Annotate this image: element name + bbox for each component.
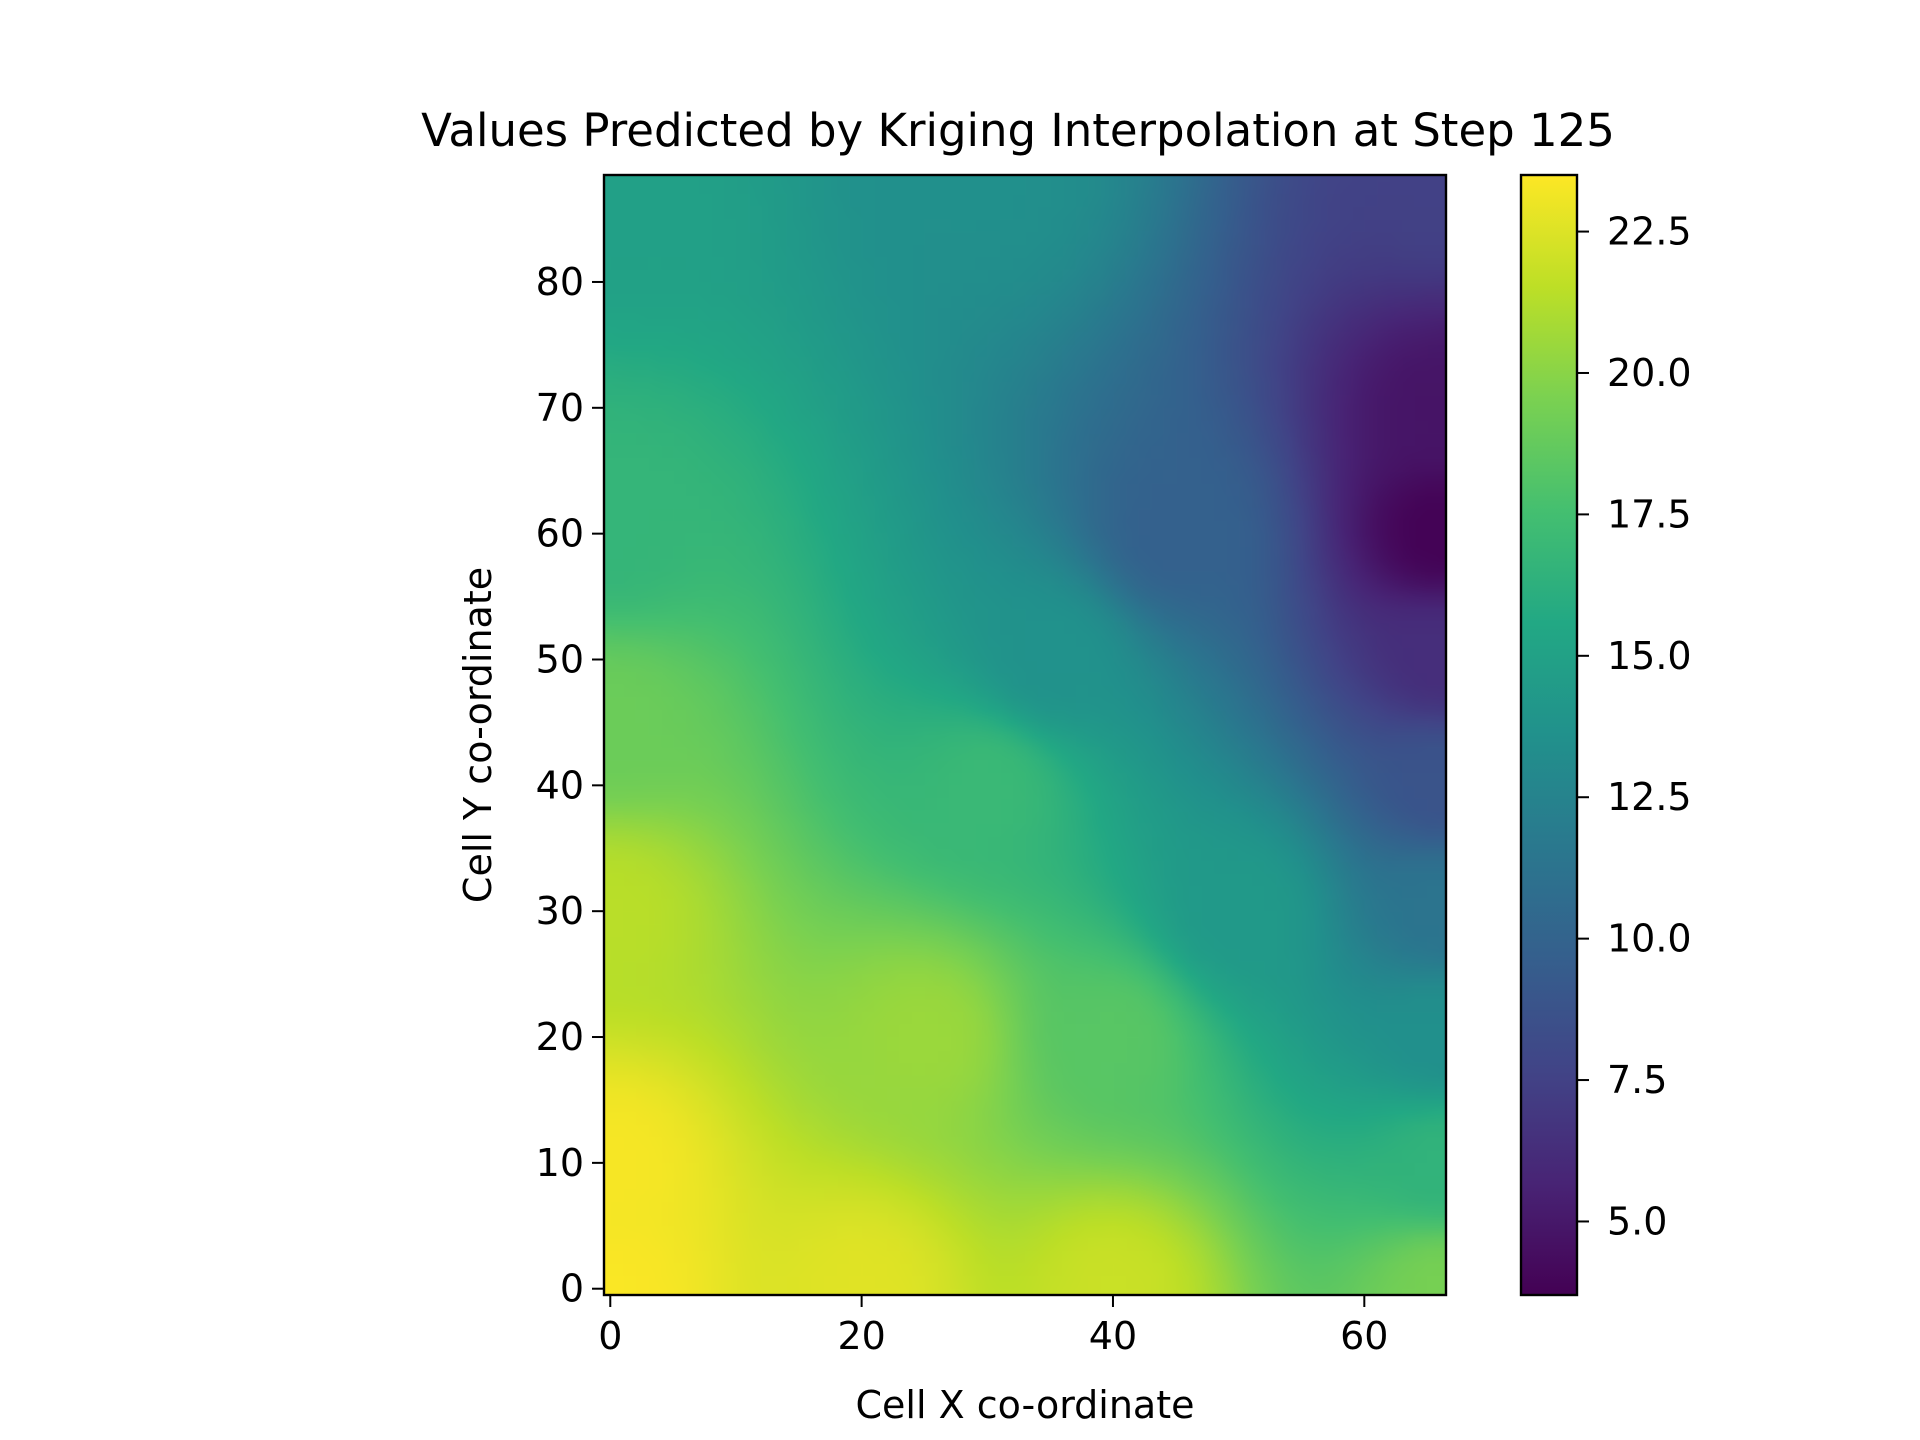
colorbar-tick-label: 17.5	[1607, 492, 1692, 536]
colorbar-ticks: 5.0 7.5 10.0 12.5 15.0 17.5 20.0 22.5	[1577, 210, 1692, 1243]
plot-frame	[602, 173, 1448, 1297]
colorbar-tick-label: 10.0	[1607, 917, 1692, 961]
y-tick-label: 60	[536, 512, 584, 556]
y-tick-label: 70	[536, 386, 584, 430]
colorbar-tick-label: 15.0	[1607, 634, 1692, 678]
y-tick-label: 40	[536, 763, 584, 807]
colorbar-tick-label: 12.5	[1607, 775, 1692, 819]
y-axis-label: Cell Y co-ordinate	[456, 567, 500, 903]
y-tick-label: 80	[536, 260, 584, 304]
x-tick-label: 20	[837, 1314, 885, 1358]
x-tick-label: 40	[1089, 1314, 1137, 1358]
y-tick-label: 20	[536, 1015, 584, 1059]
y-axis: 0 10 20 30 40 50 60 70 80	[536, 260, 604, 1311]
chart-title: Values Predicted by Kriging Interpolatio…	[421, 104, 1615, 157]
x-axis: 0 20 40 60	[598, 1295, 1388, 1358]
plot-area	[602, 173, 1448, 1297]
colorbar-frame	[1519, 173, 1579, 1297]
y-tick-label: 10	[536, 1141, 584, 1185]
x-axis-label: Cell X co-ordinate	[855, 1383, 1194, 1427]
colorbar-tick-label: 7.5	[1607, 1058, 1667, 1102]
x-tick-label: 0	[598, 1314, 622, 1358]
colorbar-tick-label: 22.5	[1607, 210, 1692, 254]
heatmap-image	[604, 175, 1446, 1295]
y-tick-label: 50	[536, 637, 584, 681]
colorbar-gradient	[1521, 175, 1577, 1295]
colorbar-tick-label: 5.0	[1607, 1199, 1667, 1243]
y-tick-label: 0	[560, 1267, 584, 1311]
x-tick-label: 60	[1340, 1314, 1388, 1358]
colorbar: 5.0 7.5 10.0 12.5 15.0 17.5 20.0 22.5	[1519, 173, 1692, 1297]
y-tick-label: 30	[536, 889, 584, 933]
colorbar-tick-label: 20.0	[1607, 351, 1692, 395]
